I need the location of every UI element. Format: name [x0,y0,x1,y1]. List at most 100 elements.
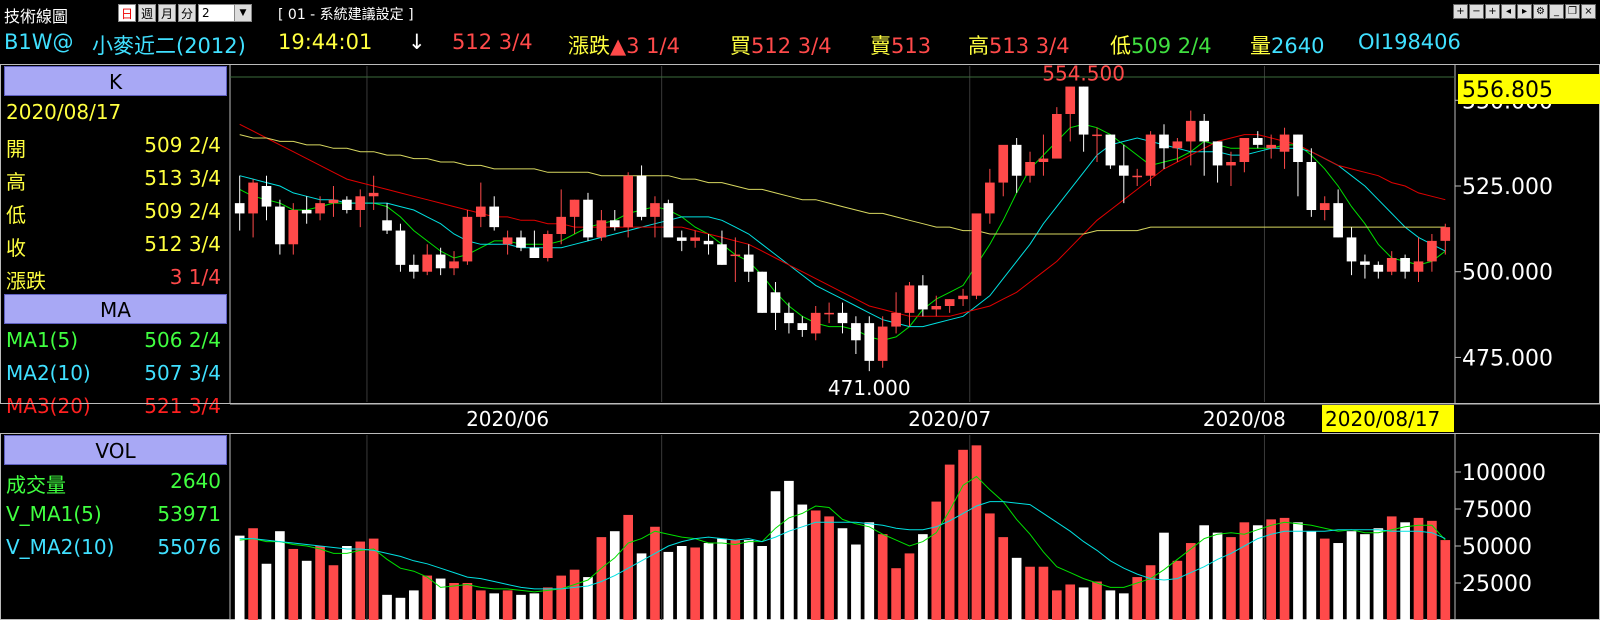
volume-bar [1400,522,1410,620]
volume-bar [1105,590,1116,620]
quote-name: 小麥近二(2012) [92,34,246,58]
k-high-row: 高 513 3/4 [4,162,227,195]
candle-body [864,323,875,361]
quote-bar: B1W@ 小麥近二(2012) 19:44:01 ↓ 512 3/4 漲跌▲3 … [0,28,1600,58]
candle-body [1400,258,1410,272]
candle-body [556,216,567,234]
current-price-box [1458,74,1600,104]
candle-body [824,312,834,315]
candle-body [1118,165,1129,176]
candle-body [743,254,754,272]
volume-bar [301,560,312,620]
candle-body [328,199,339,204]
candle-body [877,326,888,361]
candle-body [516,237,526,248]
volume-bar [422,575,433,620]
candle-body [998,144,1009,183]
layout-name[interactable]: [ 01 - 系統建議設定 ] [278,7,414,23]
cursor-date-label: 2020/08/17 [1325,407,1440,431]
volume-bar [1118,593,1129,620]
k-low-label: 低 [6,203,26,227]
candle-body [636,175,647,217]
period-week-button[interactable]: 週 [138,4,156,22]
volume-bar [944,464,955,620]
volume-bar [730,540,741,620]
plus-icon[interactable]: + [1485,4,1500,19]
candle-body [449,261,459,269]
candle-body [1092,134,1102,137]
volume-bar [234,535,245,620]
candle-body [1172,141,1183,149]
cursor-date-box [1322,405,1454,432]
quote-symbol: B1W@ [4,30,74,54]
period-value: 2 [202,6,210,20]
period-value-select[interactable]: 2 ▼ [198,4,252,22]
volume-bar [1279,517,1290,620]
quote-change: 漲跌▲3 1/4 [568,30,680,60]
quote-open-interest: OI198406 [1358,30,1461,54]
quote-change-label: 漲跌 [568,34,610,58]
k-info-panel: K 2020/08/17 開 509 2/4 高 513 3/4 低 509 2/4 … [4,66,227,423]
volume-bar [717,538,727,620]
candle-body [342,199,352,210]
restore-icon[interactable]: ❐ [1565,4,1580,19]
add-icon[interactable]: + [1453,4,1468,19]
quote-bid: 買512 3/4 [730,30,832,60]
candle-body [851,323,861,341]
candle-body [609,220,620,228]
period-month-button[interactable]: 月 [158,4,176,22]
candle-body [837,312,848,324]
volume-bar [475,590,486,620]
price-tick-label: 525.000 [1462,175,1553,200]
k-date-row: 2020/08/17 [4,96,227,129]
volume-bar [743,540,754,620]
zoom-out-icon[interactable]: ◂ [1501,4,1516,19]
candle-body [931,306,942,310]
volume-bar [275,531,285,620]
quote-low: 低509 2/4 [1110,30,1212,60]
volume-tick-label: 100000 [1462,461,1546,486]
settings-icon[interactable]: ⚙ [1533,4,1548,19]
k-open-value: 509 2/4 [144,133,221,157]
candle-body [1185,120,1196,142]
candle-body [275,206,285,245]
volume-bar [328,565,339,620]
volume-ma-lines [239,475,1446,593]
minimize-icon[interactable]: _ [1549,4,1564,19]
volume-tick-label: 75000 [1462,498,1532,523]
candle-body [1413,261,1424,272]
volume-bar [261,563,272,620]
period-day-button[interactable]: 日 [118,4,136,22]
candle-body [1252,138,1263,145]
quote-ask: 賣513 [870,30,931,60]
quote-volume-value: 2640 [1271,34,1325,58]
candle-body [1279,134,1290,152]
chevron-down-icon[interactable]: ▼ [234,5,251,21]
close-icon[interactable]: × [1581,4,1596,19]
volume-bar [931,501,942,620]
minus-icon[interactable]: − [1469,4,1484,19]
volume-bar [636,553,647,620]
candle-body [1427,240,1437,262]
quote-ask-label: 賣 [870,34,891,58]
volume-bar [342,546,352,620]
candle-body [583,199,593,238]
candle-body [944,299,955,306]
zoom-in-icon[interactable]: ▸ [1517,4,1532,19]
candle-body [623,175,633,228]
volume-bar [1226,537,1236,620]
vma2-value: 55076 [157,535,221,559]
volume-bar [583,577,593,620]
period-minute-button[interactable]: 分 [178,4,196,22]
candle-body [1038,158,1049,162]
volume-bar [462,583,473,620]
title-bar: 技術線圖 日 週 月 分 2 ▼ [ 01 - 系統建議設定 ] + − + ◂ … [0,0,1600,26]
candle-body [288,210,299,245]
candle-body [462,216,473,262]
volume-bar [529,593,540,620]
k-high-value: 513 3/4 [144,166,221,190]
vol-value: 2640 [170,469,221,493]
ma2-row: MA2(10) 507 3/4 [4,357,227,390]
candle-body [261,186,272,207]
